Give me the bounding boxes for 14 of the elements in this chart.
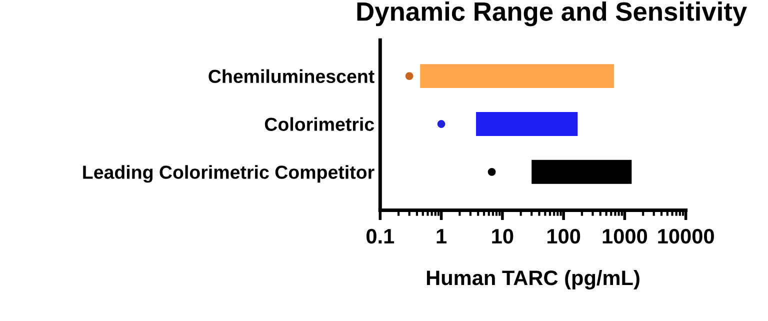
x-tick-label: 1 <box>436 229 447 244</box>
x-tick-label: 100 <box>547 228 580 244</box>
bar <box>476 112 578 136</box>
x-tick-label: 0.1 <box>366 228 394 244</box>
y-tick-label: Chemiluminescent <box>208 69 374 84</box>
x-tick-label: 10000 <box>658 228 714 244</box>
x-tick-label: 1000 <box>602 228 648 244</box>
x-tick-label: 10 <box>492 228 514 244</box>
y-tick-label: Colorimetric <box>264 117 374 131</box>
x-axis-title: Human TARC (pg/mL) <box>426 270 640 290</box>
chart-title: Dynamic Range and Sensitivity <box>357 2 747 26</box>
y-tick-label: Leading Colorimetric Competitor <box>83 165 374 183</box>
bar <box>420 64 614 88</box>
bar <box>532 160 632 184</box>
